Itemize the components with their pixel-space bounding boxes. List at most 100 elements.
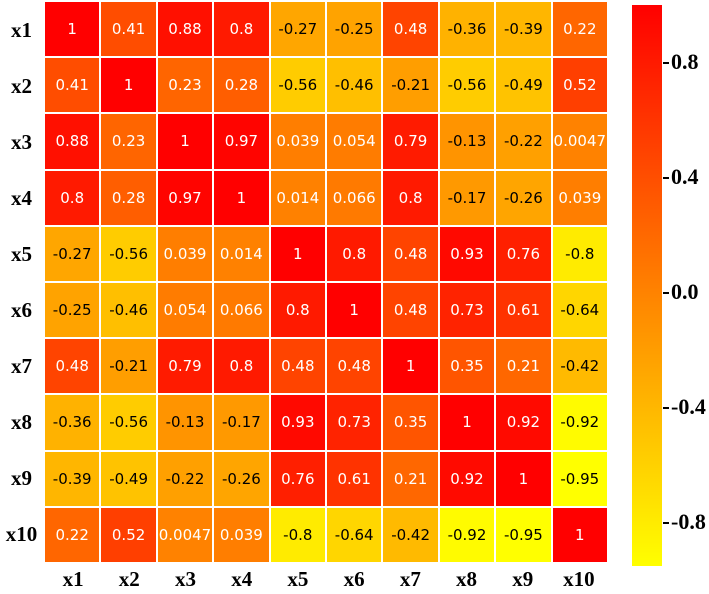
y-tick-label-x2: x2 — [11, 73, 32, 98]
heatmap-cell-x5-x6: 0.8 — [327, 226, 382, 281]
heatmap-grid: 1 0.41 0.88 0.8 -0.27 -0.25 0.48 -0.36 -0.39 0.22… — [45, 2, 607, 562]
heatmap-cell-x8-x3: -0.13 — [157, 395, 213, 450]
heatmap-cell-x3-x8: -0.13 — [439, 114, 495, 169]
colorbar-tick-label-0.0: 0.0 — [671, 278, 699, 304]
colorbar-tick-label--0.4: -0.4 — [671, 393, 706, 419]
heatmap-cell-x9-x4: -0.26 — [214, 451, 269, 506]
heatmap-cell-x9-x2: -0.49 — [101, 451, 156, 506]
heatmap-cell-x7-x1: 0.48 — [45, 339, 100, 394]
heatmap-cell-x2-x3: 0.23 — [157, 58, 213, 113]
heatmap-cell-x4-x2: 0.28 — [101, 170, 156, 225]
heatmap-cell-x8-x8: 1 — [439, 395, 495, 450]
heatmap-cell-x7-x6: 0.48 — [327, 339, 382, 394]
heatmap-cell-x10-x8: -0.92 — [439, 507, 495, 562]
heatmap-cell-x1-x3: 0.88 — [157, 2, 213, 57]
heatmap-cell-x6-x5: 0.8 — [270, 283, 325, 338]
heatmap-cell-x5-x5: 1 — [270, 226, 325, 281]
heatmap-cell-x7-x8: 0.35 — [439, 339, 495, 394]
heatmap-cell-x10-x5: -0.8 — [270, 507, 325, 562]
heatmap-cell-x2-x4: 0.28 — [214, 58, 269, 113]
heatmap-cell-x7-x9: 0.21 — [496, 339, 551, 394]
heatmap-cell-x9-x10: -0.95 — [552, 451, 607, 506]
heatmap-cell-x6-x1: -0.25 — [45, 283, 100, 338]
colorbar-tick-label-0.4: 0.4 — [671, 163, 699, 189]
x-tick-label-x4: x4 — [231, 566, 253, 591]
heatmap-cell-x6-x10: -0.64 — [552, 283, 607, 338]
y-tick-label-x1: x1 — [11, 17, 32, 42]
heatmap-cell-x4-x1: 0.8 — [45, 170, 100, 225]
heatmap-cell-x8-x9: 0.92 — [496, 395, 551, 450]
heatmap-cell-x5-x9: 0.76 — [496, 226, 551, 281]
heatmap-cell-x10-x3: 0.0047 — [157, 507, 213, 562]
heatmap-cell-x5-x2: -0.56 — [101, 226, 156, 281]
heatmap-cell-x5-x1: -0.27 — [45, 226, 100, 281]
heatmap-cell-x8-x4: -0.17 — [214, 395, 269, 450]
heatmap-cell-x1-x8: -0.36 — [439, 2, 495, 57]
heatmap-cell-x3-x5: 0.039 — [270, 114, 325, 169]
x-tick-label-x7: x7 — [399, 566, 421, 591]
heatmap-cell-x3-x7: 0.79 — [383, 114, 438, 169]
heatmap-cell-x6-x9: 0.61 — [496, 283, 551, 338]
y-tick-label-x6: x6 — [11, 297, 32, 322]
heatmap-cell-x2-x7: -0.21 — [383, 58, 438, 113]
heatmap-cell-x1-x1: 1 — [45, 2, 100, 57]
heatmap-cell-x4-x3: 0.97 — [157, 170, 213, 225]
heatmap-cell-x4-x8: -0.17 — [439, 170, 495, 225]
heatmap-cell-x8-x5: 0.93 — [270, 395, 325, 450]
y-axis-labels: x1 x2 x3 x4 x5 x6 x7 x8 x9 x10 — [0, 2, 43, 562]
heatmap-cell-x8-x10: -0.92 — [552, 395, 607, 450]
heatmap-cell-x1-x2: 0.41 — [101, 2, 156, 57]
heatmap-cell-x6-x7: 0.48 — [383, 283, 438, 338]
y-tick-label-x10: x10 — [5, 521, 38, 546]
heatmap-cell-x3-x1: 0.88 — [45, 114, 100, 169]
x-tick-label-x8: x8 — [456, 566, 478, 591]
heatmap-cell-x7-x2: -0.21 — [101, 339, 156, 394]
heatmap-cell-x2-x9: -0.49 — [496, 58, 551, 113]
heatmap-cell-x5-x8: 0.93 — [439, 226, 495, 281]
heatmap-cell-x2-x1: 0.41 — [45, 58, 100, 113]
heatmap-cell-x2-x2: 1 — [101, 58, 156, 113]
heatmap-cell-x2-x5: -0.56 — [270, 58, 325, 113]
heatmap-cell-x3-x3: 1 — [157, 114, 213, 169]
y-tick-label-x3: x3 — [11, 129, 32, 154]
colorbar-gradient — [632, 5, 662, 566]
heatmap-cell-x9-x7: 0.21 — [383, 451, 438, 506]
x-tick-label-x1: x1 — [62, 566, 84, 591]
y-tick-label-x5: x5 — [11, 241, 32, 266]
heatmap-cell-x10-x2: 0.52 — [101, 507, 156, 562]
colorbar-tick-mark — [663, 61, 669, 64]
heatmap-cell-x3-x6: 0.054 — [327, 114, 382, 169]
x-axis-labels: x1 x2 x3 x4 x5 x6 x7 x8 x9 x10 — [45, 565, 607, 593]
heatmap-cell-x9-x3: -0.22 — [157, 451, 213, 506]
heatmap-cell-x1-x4: 0.8 — [214, 2, 269, 57]
heatmap-cell-x1-x10: 0.22 — [552, 2, 607, 57]
heatmap-cell-x4-x4: 1 — [214, 170, 269, 225]
heatmap-cell-x9-x5: 0.76 — [270, 451, 325, 506]
heatmap-cell-x6-x4: 0.066 — [214, 283, 269, 338]
colorbar-tick-label--0.8: -0.8 — [671, 508, 706, 534]
heatmap-cell-x6-x3: 0.054 — [157, 283, 213, 338]
heatmap-cell-x9-x8: 0.92 — [439, 451, 495, 506]
heatmap-cell-x8-x1: -0.36 — [45, 395, 100, 450]
heatmap-cell-x3-x2: 0.23 — [101, 114, 156, 169]
heatmap-cell-x6-x6: 1 — [327, 283, 382, 338]
heatmap-cell-x4-x6: 0.066 — [327, 170, 382, 225]
x-tick-label-x10: x10 — [563, 566, 595, 591]
heatmap-cell-x6-x2: -0.46 — [101, 283, 156, 338]
heatmap-cell-x1-x6: -0.25 — [327, 2, 382, 57]
colorbar-tick-label-0.8: 0.8 — [671, 48, 699, 74]
heatmap-cell-x10-x1: 0.22 — [45, 507, 100, 562]
heatmap-cell-x1-x5: -0.27 — [270, 2, 325, 57]
x-tick-label-x6: x6 — [343, 566, 365, 591]
heatmap-cell-x7-x5: 0.48 — [270, 339, 325, 394]
heatmap-cell-x4-x9: -0.26 — [496, 170, 551, 225]
heatmap-cell-x5-x3: 0.039 — [157, 226, 213, 281]
colorbar-tick-mark — [663, 521, 669, 524]
x-tick-label-x3: x3 — [175, 566, 196, 591]
colorbar-tick-mark — [663, 406, 669, 409]
colorbar-tick-mark — [663, 176, 669, 179]
heatmap-cell-x4-x7: 0.8 — [383, 170, 438, 225]
colorbar-tick-mark — [663, 291, 669, 294]
heatmap-cell-x1-x7: 0.48 — [383, 2, 438, 57]
